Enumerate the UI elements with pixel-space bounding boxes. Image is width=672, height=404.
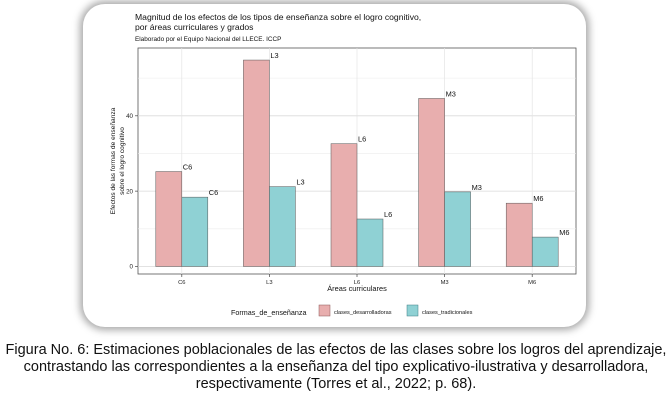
bar-clases_tradicionales-L6 [356, 218, 384, 267]
legend-title: Formas_de_enseñanza [231, 308, 307, 317]
bar-label: C6 [183, 163, 192, 172]
bar-clases_desarrolladoras-M3 [418, 98, 445, 267]
bar-clases_tradicionales-C6 [181, 196, 209, 267]
x-tick-label: L3 [266, 280, 272, 286]
bar-label: M3 [446, 89, 456, 98]
bar-label: L6 [384, 210, 392, 219]
bar-clases_desarrolladoras-C6 [155, 171, 183, 267]
legend-label-tradicionales: clases_tradicionales [422, 310, 473, 316]
bar-label: L3 [296, 178, 304, 187]
bar-label: L6 [358, 135, 366, 144]
chart-subtitle: Elaborado por el Equipo Nacional del LLE… [135, 36, 281, 43]
legend-label-desarrolladoras: clases_desarrolladoras [334, 310, 392, 316]
bar-label: M6 [533, 194, 543, 203]
y-tick-label: 20 [126, 188, 133, 195]
chart-title-line2: por áreas curriculares y grados [135, 22, 253, 32]
x-tick-label: M3 [441, 280, 449, 286]
x-tick-label: L6 [354, 280, 360, 286]
y-tick-label: 0 [130, 264, 134, 271]
y-axis-label-line2: sobre el logro cognitivo [119, 127, 126, 195]
chart-title: Magnitud de los efectos de los tipos de … [135, 12, 421, 22]
bar-clases_desarrolladoras-M6 [505, 202, 533, 267]
figure-card: Magnitud de los efectos de los tipos de … [83, 4, 586, 327]
figure-caption: Figura No. 6: Estimaciones poblacionales… [5, 342, 667, 392]
bar-clases_desarrolladoras-L6 [330, 143, 358, 267]
x-tick-label: M6 [528, 280, 536, 286]
x-axis-label: Áreas curriculares [327, 284, 387, 293]
x-tick-label: C6 [178, 280, 185, 286]
bar-label: M3 [472, 183, 482, 192]
chart: Magnitud de los efectos de los tipos de … [110, 12, 577, 317]
bar-label: L3 [270, 51, 278, 60]
y-axis-label-line1: Efectos de las formas de enseñanza [110, 107, 117, 214]
bar-label: C6 [209, 188, 218, 197]
bar-clases_tradicionales-M6 [531, 236, 559, 267]
legend-swatch-desarrolladoras [318, 304, 331, 317]
bar-clases_tradicionales-L3 [269, 186, 296, 267]
bar-label: M6 [559, 228, 569, 237]
legend-swatch-tradicionales [406, 304, 419, 317]
y-tick-label: 40 [126, 113, 133, 120]
bar-clases_tradicionales-M3 [444, 191, 471, 267]
bar-clases_desarrolladoras-L3 [243, 59, 270, 267]
